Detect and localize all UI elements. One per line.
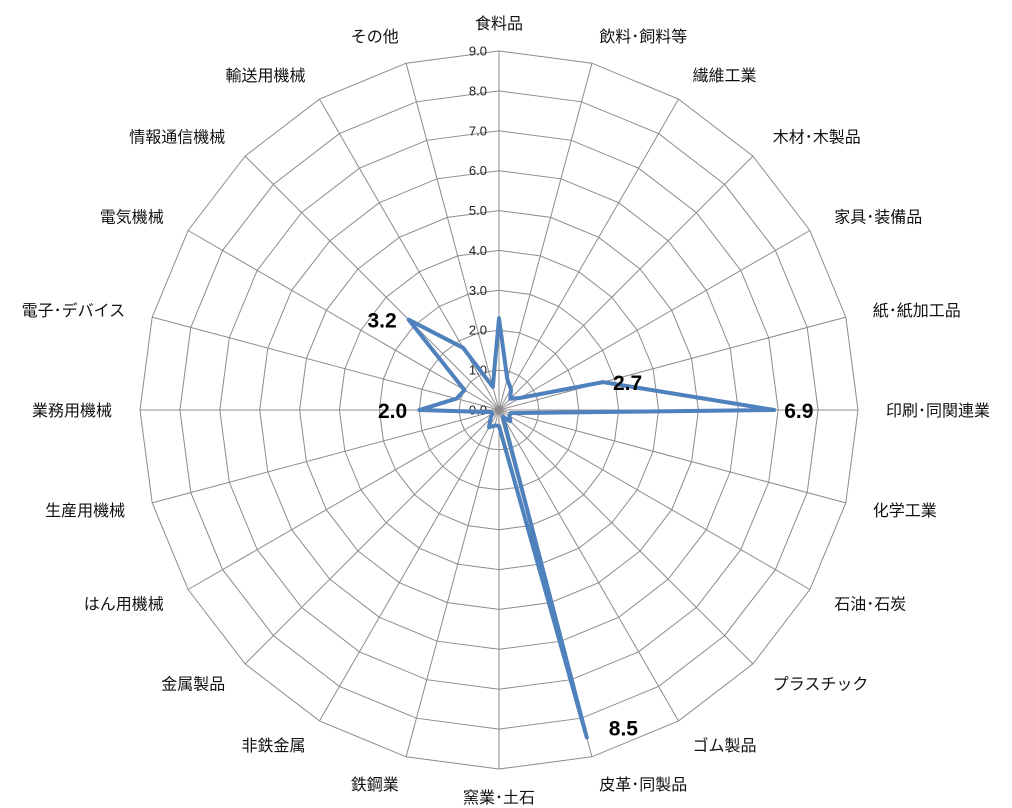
category-label: 窯業･土石 [463,788,535,807]
axis-spoke [498,409,811,590]
r-tick-label: 7.0 [469,123,487,138]
axis-spoke [498,316,846,411]
data-label: 3.2 [367,310,396,333]
axis-spoke [498,409,846,504]
category-label: 繊維工業 [693,66,757,85]
data-label: 2.0 [378,400,407,423]
category-label: 生産用機械 [45,501,125,520]
category-label: 木材･木製品 [773,127,861,146]
axis-spoke [498,230,811,411]
category-label: 電気機械 [100,208,164,227]
axis-spoke [187,409,500,590]
category-label: 電子･デバイス [22,301,126,320]
r-tick-label: 3.0 [469,283,487,298]
category-label: その他 [351,27,399,46]
category-label: 石油･石炭 [834,595,906,614]
category-label: 紙･紙加工品 [873,301,961,320]
axis-spoke [405,409,500,757]
data-label: 6.9 [784,400,813,423]
series-line [406,316,777,740]
data-label: 8.5 [609,718,639,741]
category-label: 化学工業 [873,501,937,520]
category-label: 皮革･同製品 [599,775,687,794]
r-tick-label: 8.0 [469,83,487,98]
axis-spoke [187,230,500,411]
radial-tick-labels: 0.01.02.03.04.05.06.07.08.09.0 [469,44,487,418]
radar-grid [139,50,859,770]
r-tick-label: 2.0 [469,323,487,338]
axis-spoke [152,409,500,504]
category-label: 業務用機械 [32,401,112,420]
axis-spoke [319,409,500,722]
category-labels: 食料品飲料･飼料等繊維工業木材･木製品家具･装備品紙･紙加工品印刷･同関連業化学… [22,14,990,807]
category-label: 輸送用機械 [225,66,305,85]
category-label: はん用機械 [84,595,164,614]
data-labels: 2.7 6.9 8.5 2.0 3.2 [367,310,813,741]
category-label: 食料品 [475,14,523,33]
category-label: ゴム製品 [693,736,757,755]
category-label: 非鉄金属 [241,736,305,755]
r-tick-label: 9.0 [469,44,487,59]
category-label: 飲料･飼料等 [599,27,687,46]
category-label: 家具･装備品 [834,208,922,227]
axis-spoke [244,409,500,665]
r-tick-label: 6.0 [469,163,487,178]
axis-spoke [498,63,593,411]
category-label: プラスチック [773,675,869,694]
category-label: 印刷･同関連業 [886,401,990,420]
axis-spoke [405,63,500,411]
category-label: 鉄鋼業 [351,775,399,794]
data-label: 2.7 [613,372,642,395]
category-label: 金属製品 [161,675,225,694]
axis-spoke [498,98,679,411]
axis-spoke [498,409,679,722]
series-layer [406,316,777,740]
r-tick-label: 4.0 [469,243,487,258]
category-label: 情報通信機械 [129,127,225,146]
r-tick-label: 5.0 [469,203,487,218]
axis-spoke [244,155,500,411]
axis-spoke [498,155,754,411]
axis-spoke [152,316,500,411]
axis-spoke [498,409,754,665]
